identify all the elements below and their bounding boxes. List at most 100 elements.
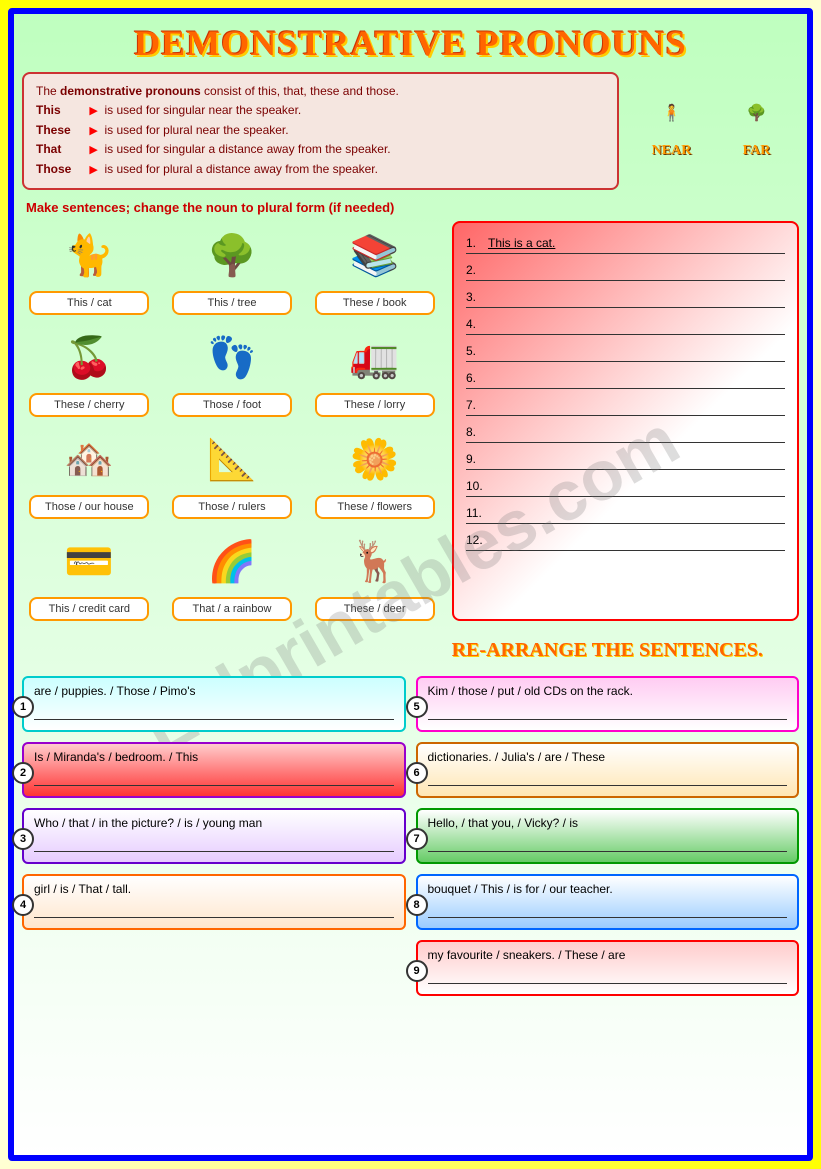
rearrange-box[interactable]: 7Hello, / that you, / Vicky? / is bbox=[416, 808, 800, 864]
grid-cell: 🚛These / lorry bbox=[307, 323, 442, 417]
answer-line[interactable]: 1.This is a cat. bbox=[466, 233, 785, 254]
grid-cell: 💳This / credit card bbox=[22, 527, 157, 621]
rearrange-box[interactable]: 6dictionaries. / Julia's / are / These bbox=[416, 742, 800, 798]
answer-line[interactable]: 5. bbox=[466, 341, 785, 362]
answer-line[interactable]: 7. bbox=[466, 395, 785, 416]
grid-picture: 🐈 bbox=[34, 221, 144, 291]
grid-picture: 🚛 bbox=[320, 323, 430, 393]
grid-label: This / tree bbox=[172, 291, 292, 315]
answer-line[interactable]: 10. bbox=[466, 476, 785, 497]
near-group: 🧍 NEAR bbox=[652, 103, 692, 159]
rearrange-text: dictionaries. / Julia's / are / These bbox=[428, 750, 788, 764]
rearrange-answer-line[interactable] bbox=[34, 770, 394, 786]
near-far-box: 🧍 NEAR 🌳 FAR bbox=[629, 72, 799, 190]
answer-line[interactable]: 3. bbox=[466, 287, 785, 308]
rearrange-number: 5 bbox=[406, 696, 428, 718]
answer-number: 4. bbox=[466, 317, 488, 331]
instruction-text: Make sentences; change the noun to plura… bbox=[26, 200, 799, 215]
rearrange-text: bouquet / This / is for / our teacher. bbox=[428, 882, 788, 896]
person-cube-icon: 🧍 bbox=[652, 103, 692, 143]
rearrange-answer-line[interactable] bbox=[428, 704, 788, 720]
grid-label: Those / foot bbox=[172, 393, 292, 417]
answer-number: 1. bbox=[466, 236, 488, 250]
page-frame: Eslprintables.com DEMONSTRATIVE PRONOUNS… bbox=[8, 8, 813, 1161]
main-row: 🐈This / cat🌳This / tree📚These / book🍒The… bbox=[22, 221, 799, 621]
rearrange-number: 4 bbox=[12, 894, 34, 916]
rearrange-box[interactable]: 4girl / is / That / tall. bbox=[22, 874, 406, 930]
grid-label: Those / our house bbox=[29, 495, 149, 519]
answer-number: 6. bbox=[466, 371, 488, 385]
grid-picture: 📐 bbox=[177, 425, 287, 495]
grid-label: This / credit card bbox=[29, 597, 149, 621]
grid-cell: 🍒These / cherry bbox=[22, 323, 157, 417]
grid-label: That / a rainbow bbox=[172, 597, 292, 621]
outer-frame: Eslprintables.com DEMONSTRATIVE PRONOUNS… bbox=[0, 0, 821, 1169]
answer-line[interactable]: 2. bbox=[466, 260, 785, 281]
tree-icon: 🌳 bbox=[737, 103, 777, 143]
intro-b: demonstrative pronouns bbox=[60, 84, 201, 98]
answer-number: 11. bbox=[466, 506, 488, 520]
rearrange-box[interactable]: 2Is / Miranda's / bedroom. / This bbox=[22, 742, 406, 798]
answer-number: 2. bbox=[466, 263, 488, 277]
answers-box[interactable]: 1.This is a cat. 2. 3. 4. 5. 6. 7. 8. 9. 10. 11. 12… bbox=[452, 221, 799, 621]
rearrange-box[interactable]: 3Who / that / in the picture? / is / you… bbox=[22, 808, 406, 864]
answer-line[interactable]: 6. bbox=[466, 368, 785, 389]
rearrange-box[interactable]: 9my favourite / sneakers. / These / are bbox=[416, 940, 800, 996]
grid-cell: 📐Those / rulers bbox=[165, 425, 300, 519]
answer-number: 3. bbox=[466, 290, 488, 304]
answer-line[interactable]: 12. bbox=[466, 530, 785, 551]
grid-picture: 🌳 bbox=[177, 221, 287, 291]
rearrange-text: Kim / those / put / old CDs on the rack. bbox=[428, 684, 788, 698]
near-label: NEAR bbox=[652, 143, 692, 159]
rearrange-grid: 1are / puppies. / Those / Pimo's5Kim / t… bbox=[22, 676, 799, 996]
rearrange-text: girl / is / That / tall. bbox=[34, 882, 394, 896]
rearrange-answer-line[interactable] bbox=[428, 968, 788, 984]
rearrange-number: 2 bbox=[12, 762, 34, 784]
answer-line[interactable]: 4. bbox=[466, 314, 785, 335]
explanation-line: Those ▶ is used for plural a distance aw… bbox=[36, 160, 605, 180]
rearrange-answer-line[interactable] bbox=[34, 836, 394, 852]
intro-line: The demonstrative pronouns consist of th… bbox=[36, 82, 605, 101]
answer-number: 9. bbox=[466, 452, 488, 466]
grid-label: These / cherry bbox=[29, 393, 149, 417]
explanation-line: These ▶ is used for plural near the spea… bbox=[36, 121, 605, 141]
answer-line[interactable]: 9. bbox=[466, 449, 785, 470]
rearrange-box[interactable]: 1are / puppies. / Those / Pimo's bbox=[22, 676, 406, 732]
rearrange-box[interactable]: 8bouquet / This / is for / our teacher. bbox=[416, 874, 800, 930]
answer-number: 10. bbox=[466, 479, 488, 493]
grid-picture: 👣 bbox=[177, 323, 287, 393]
rearrange-number: 1 bbox=[12, 696, 34, 718]
grid-cell: 🐈This / cat bbox=[22, 221, 157, 315]
intro-a: The bbox=[36, 84, 60, 98]
rearrange-box[interactable]: 5Kim / those / put / old CDs on the rack… bbox=[416, 676, 800, 732]
grid-label: These / book bbox=[315, 291, 435, 315]
rearrange-answer-line[interactable] bbox=[34, 902, 394, 918]
grid-label: These / flowers bbox=[315, 495, 435, 519]
far-group: 🌳 FAR bbox=[737, 103, 777, 159]
placeholder bbox=[22, 940, 406, 996]
rearrange-answer-line[interactable] bbox=[34, 704, 394, 720]
rearrange-text: Hello, / that you, / Vicky? / is bbox=[428, 816, 788, 830]
answer-line[interactable]: 8. bbox=[466, 422, 785, 443]
answer-number: 7. bbox=[466, 398, 488, 412]
explanation-line: This ▶ is used for singular near the spe… bbox=[36, 101, 605, 121]
grid-cell: 🌳This / tree bbox=[165, 221, 300, 315]
explanation-row: The demonstrative pronouns consist of th… bbox=[22, 72, 799, 190]
rearrange-number: 9 bbox=[406, 960, 428, 982]
grid-picture: 🍒 bbox=[34, 323, 144, 393]
grid-label: This / cat bbox=[29, 291, 149, 315]
grid-label: These / lorry bbox=[315, 393, 435, 417]
rearrange-answer-line[interactable] bbox=[428, 770, 788, 786]
grid-cell: 🏘️Those / our house bbox=[22, 425, 157, 519]
answer-line[interactable]: 11. bbox=[466, 503, 785, 524]
grid-picture: 🦌 bbox=[320, 527, 430, 597]
rearrange-text: Who / that / in the picture? / is / youn… bbox=[34, 816, 394, 830]
rearrange-answer-line[interactable] bbox=[428, 836, 788, 852]
grid-label: Those / rulers bbox=[172, 495, 292, 519]
explanation-box: The demonstrative pronouns consist of th… bbox=[22, 72, 619, 190]
grid-label: These / deer bbox=[315, 597, 435, 621]
grid-picture: 🏘️ bbox=[34, 425, 144, 495]
answer-number: 5. bbox=[466, 344, 488, 358]
grid-cell: 🌈That / a rainbow bbox=[165, 527, 300, 621]
rearrange-answer-line[interactable] bbox=[428, 902, 788, 918]
